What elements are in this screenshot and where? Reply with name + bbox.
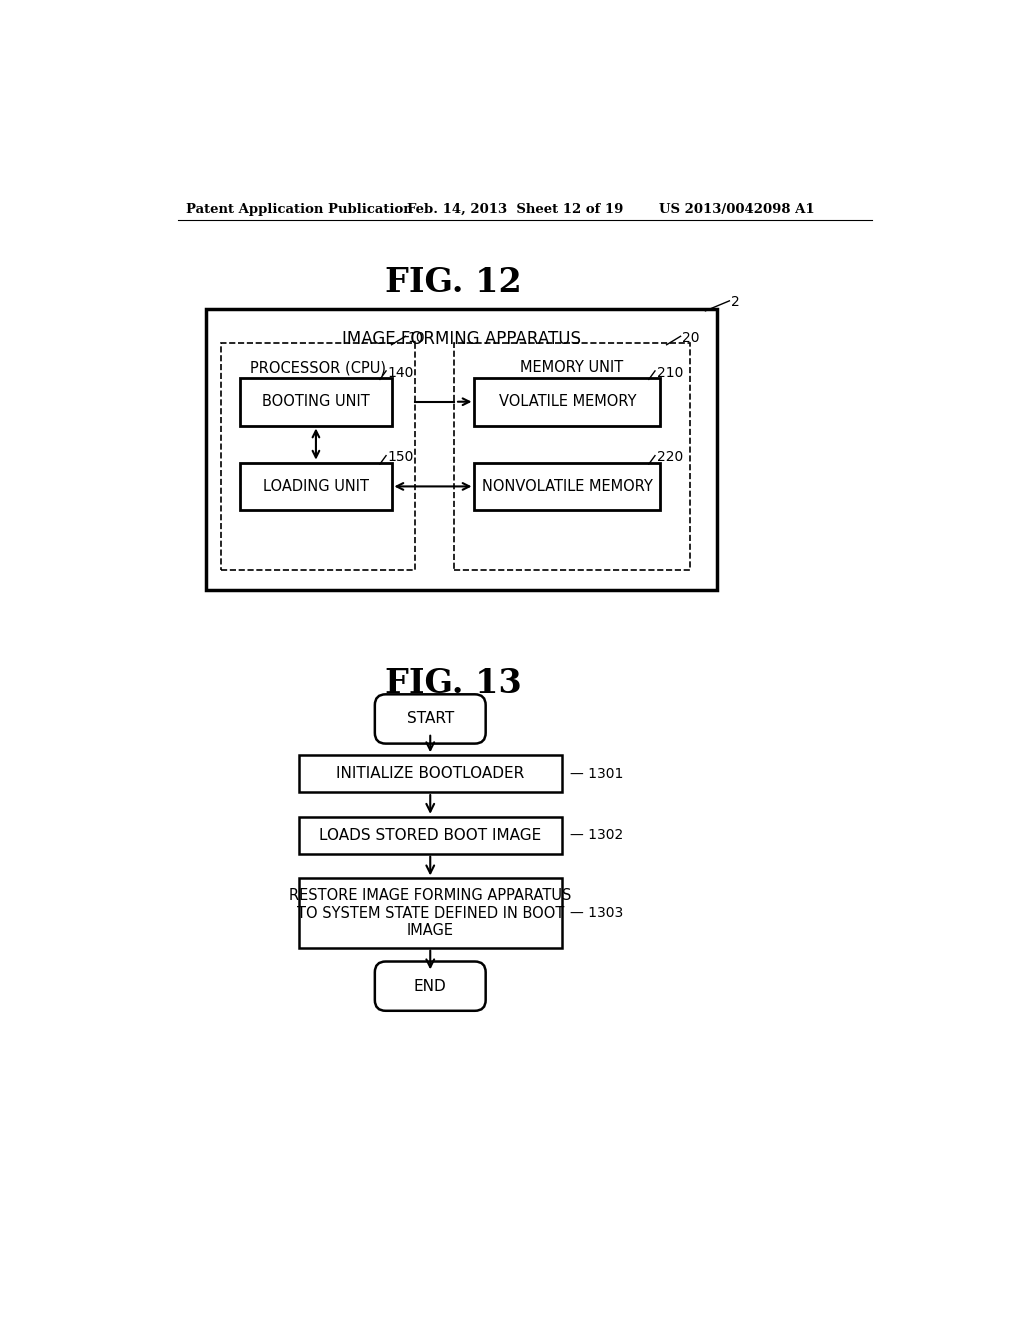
FancyBboxPatch shape: [375, 961, 485, 1011]
FancyBboxPatch shape: [375, 694, 485, 743]
Text: RESTORE IMAGE FORMING APPARATUS
TO SYSTEM STATE DEFINED IN BOOT
IMAGE: RESTORE IMAGE FORMING APPARATUS TO SYSTE…: [289, 888, 571, 939]
Text: LOADING UNIT: LOADING UNIT: [263, 479, 369, 494]
Bar: [241, 378, 391, 425]
Text: 10: 10: [407, 331, 425, 345]
Text: PROCESSOR (CPU): PROCESSOR (CPU): [250, 360, 386, 375]
Bar: [454, 343, 690, 570]
Bar: [206, 309, 717, 590]
Text: — 1301: — 1301: [569, 767, 624, 780]
Text: 150: 150: [388, 450, 414, 465]
Text: — 1303: — 1303: [569, 906, 623, 920]
Bar: [241, 462, 391, 511]
Text: BOOTING UNIT: BOOTING UNIT: [262, 395, 370, 409]
Text: NONVOLATILE MEMORY: NONVOLATILE MEMORY: [482, 479, 653, 494]
Text: Patent Application Publication: Patent Application Publication: [186, 203, 413, 216]
Bar: [299, 755, 562, 792]
Text: INITIALIZE BOOTLOADER: INITIALIZE BOOTLOADER: [336, 766, 524, 781]
Text: START: START: [407, 711, 454, 726]
Text: 2: 2: [731, 294, 739, 309]
Bar: [474, 462, 660, 511]
Text: 20: 20: [682, 331, 699, 345]
Bar: [221, 343, 415, 570]
Text: 220: 220: [656, 450, 683, 465]
Bar: [299, 878, 562, 948]
Text: Feb. 14, 2013  Sheet 12 of 19: Feb. 14, 2013 Sheet 12 of 19: [407, 203, 624, 216]
Bar: [299, 817, 562, 854]
Text: FIG. 12: FIG. 12: [385, 267, 522, 300]
Text: US 2013/0042098 A1: US 2013/0042098 A1: [658, 203, 814, 216]
Bar: [474, 378, 660, 425]
Text: MEMORY UNIT: MEMORY UNIT: [520, 360, 624, 375]
Text: 210: 210: [656, 366, 683, 380]
Text: 140: 140: [388, 366, 414, 380]
Text: — 1302: — 1302: [569, 828, 623, 842]
Text: IMAGE FORMING APPARATUS: IMAGE FORMING APPARATUS: [342, 330, 581, 348]
Text: LOADS STORED BOOT IMAGE: LOADS STORED BOOT IMAGE: [319, 828, 542, 842]
Text: FIG. 13: FIG. 13: [385, 667, 522, 700]
Text: VOLATILE MEMORY: VOLATILE MEMORY: [499, 395, 636, 409]
Text: END: END: [414, 978, 446, 994]
